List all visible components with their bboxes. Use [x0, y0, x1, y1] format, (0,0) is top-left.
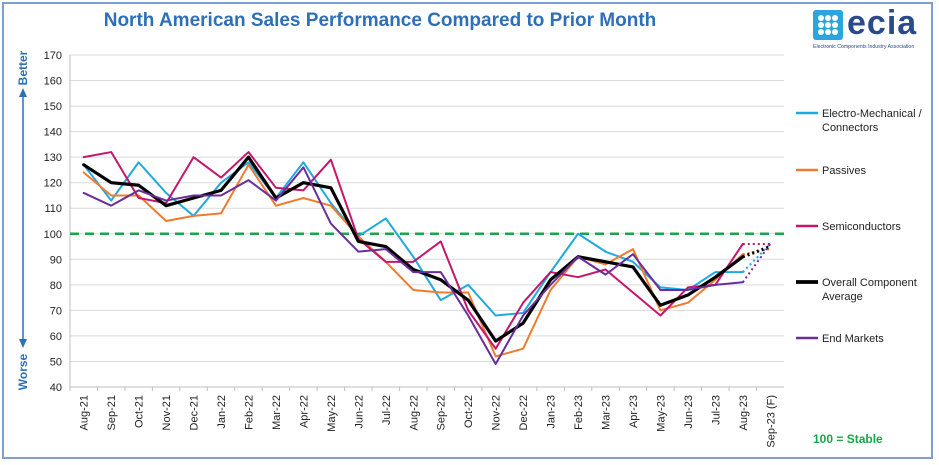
x-tick-label: Aug-23	[738, 395, 750, 430]
x-tick-label: May-22	[326, 395, 338, 432]
x-tick-label: Jan-23	[546, 395, 558, 429]
x-tick-label: Jul-22	[381, 395, 393, 425]
ecia-logo: ecia Electronic Components Industry Asso…	[813, 4, 925, 54]
legend-label-line: Electro-Mechanical /	[822, 108, 923, 120]
x-tick-label: Aug-21	[79, 395, 91, 430]
x-tick-label: Oct-21	[134, 395, 146, 428]
x-tick-label: Sep-22	[436, 395, 448, 430]
x-tick-label: Aug-22	[408, 395, 420, 430]
y-tick-label: 100	[44, 229, 62, 241]
gridlines	[69, 54, 784, 388]
y-tick-label: 120	[44, 178, 62, 190]
y-tick-label: 150	[44, 101, 62, 113]
x-tick-label: Jun-22	[353, 395, 365, 429]
y-axis-ticks: 40 50 60 70 80 90 100 110 120 130 140 150 160 170	[44, 50, 62, 394]
down-arrow-icon	[19, 339, 27, 348]
ecia-logo-subtitle: Electronic Components Industry Associati…	[813, 44, 915, 50]
y-tick-label: 170	[44, 50, 62, 62]
better-label: Better	[16, 50, 30, 85]
series-line-2	[82, 151, 744, 350]
legend-label-line: Connectors	[822, 122, 879, 134]
series-lines	[82, 151, 772, 366]
series-line-0	[82, 161, 744, 317]
legend-label-line: Semiconductors	[822, 221, 901, 233]
chart-frame	[2, 2, 933, 459]
legend-label-3: Overall Component Average	[822, 277, 917, 303]
x-tick-label: Nov-22	[491, 395, 503, 430]
x-tick-label: Oct-22	[463, 395, 475, 428]
series-line-3	[82, 155, 745, 343]
x-tick-label: Sep-23 (F)	[765, 395, 777, 448]
x-tick-label: May-23	[655, 395, 667, 432]
legend-label-line: Passives	[822, 165, 867, 177]
worse-label: Worse	[16, 353, 30, 390]
legend-label-0: Electro-Mechanical / Connectors	[822, 108, 923, 134]
y-tick-label: 60	[50, 331, 62, 343]
legend-label-line: End Markets	[822, 333, 884, 345]
y-tick-label: 40	[50, 382, 62, 394]
legend-label-line: Overall Component	[822, 277, 917, 289]
y-tick-label: 90	[50, 254, 62, 266]
x-tick-label: Feb-22	[244, 395, 256, 430]
y-tick-label: 140	[44, 127, 62, 139]
series-line-4	[82, 166, 744, 366]
legend: Electro-Mechanical / Connectors Passives Se…	[796, 108, 923, 345]
x-tick-label: Nov-21	[161, 395, 173, 430]
x-tick-label: Apr-22	[298, 395, 310, 428]
x-tick-label: Apr-23	[628, 395, 640, 428]
series-forecast-1	[742, 248, 771, 256]
y-tick-label: 160	[44, 76, 62, 88]
x-tick-label: Jan-22	[216, 395, 228, 429]
series-forecast-0	[742, 243, 771, 273]
y-tick-label: 70	[50, 305, 62, 317]
x-tick-label: Dec-22	[518, 395, 530, 430]
chart-title: North American Sales Performance Compare…	[103, 10, 657, 31]
x-tick-label: Dec-21	[189, 395, 201, 430]
side-annotations: Better Worse	[16, 50, 30, 390]
series-forecast-4	[741, 243, 772, 283]
x-tick-label: Sep-21	[106, 395, 118, 430]
legend-label-2: Semiconductors	[822, 221, 901, 233]
x-tick-label: Mar-23	[601, 395, 613, 430]
x-tick-label: Jul-23	[710, 395, 722, 425]
up-arrow-icon	[19, 88, 27, 97]
x-tick-label: Feb-23	[573, 395, 585, 430]
y-tick-label: 130	[44, 152, 62, 164]
legend-label-1: Passives	[822, 165, 867, 177]
y-tick-label: 110	[44, 203, 62, 215]
stable-note: 100 = Stable	[813, 432, 883, 446]
x-tick-label: Jun-23	[683, 395, 695, 429]
x-tick-label: Mar-22	[271, 395, 283, 430]
y-tick-label: 50	[50, 356, 62, 368]
series-line-1	[82, 163, 744, 358]
ecia-logo-word: ecia	[847, 4, 918, 42]
legend-label-line: Average	[822, 291, 863, 303]
ecia-logo-mark-icon	[813, 10, 843, 40]
y-tick-label: 80	[50, 280, 62, 292]
legend-label-4: End Markets	[822, 333, 884, 345]
x-axis-ticks: Aug-21 Sep-21 Oct-21 Nov-21 Dec-21 Jan-22 Feb-…	[69, 387, 777, 448]
